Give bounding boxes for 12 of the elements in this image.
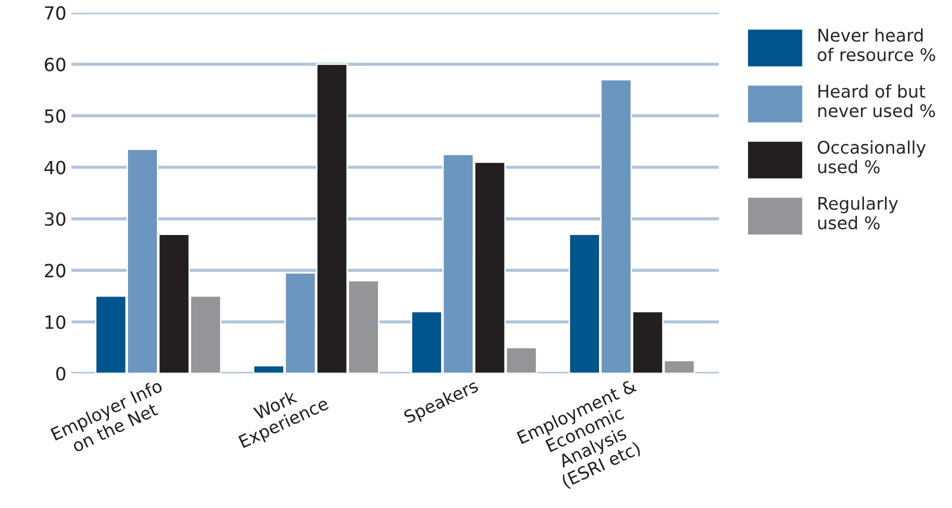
- legend-label: Regularly used %: [818, 196, 898, 230]
- y-tick-label: 20: [44, 264, 66, 278]
- y-tick-label: 50: [44, 109, 66, 123]
- legend-label: Heard of but never used %: [818, 84, 935, 118]
- y-tick-label: 40: [44, 160, 66, 174]
- y-tick-label: 10: [46, 315, 66, 329]
- y-tick-label: 70: [45, 6, 66, 20]
- y-tick-label: 60: [44, 58, 66, 72]
- y-tick-label: 30: [44, 212, 66, 226]
- legend-label: Occasionally used %: [818, 140, 926, 174]
- y-tick-label: 0: [56, 366, 66, 380]
- legend-label: Never heard of resource %: [818, 28, 936, 62]
